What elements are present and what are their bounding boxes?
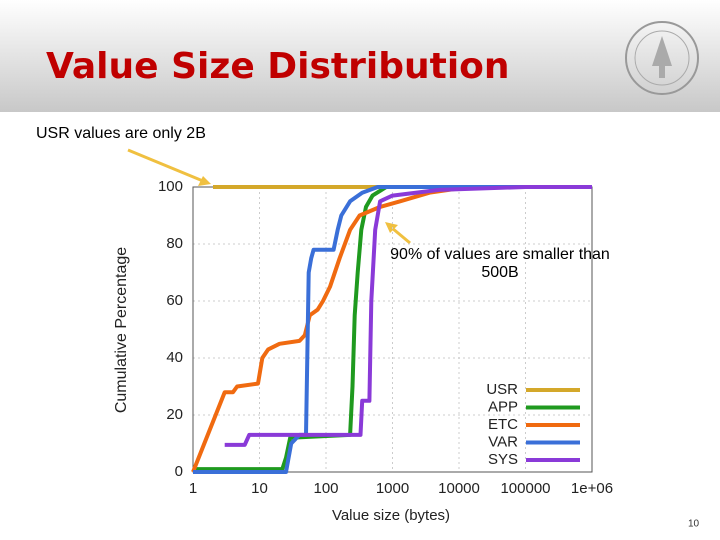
y-axis-label: Cumulative Percentage xyxy=(113,247,130,413)
y-tick-label: 0 xyxy=(175,463,183,480)
arrows xyxy=(127,148,411,245)
series-line xyxy=(191,185,592,473)
series-line xyxy=(193,185,592,474)
x-tick-label: 10 xyxy=(251,480,268,497)
x-axis-label: Value size (bytes) xyxy=(332,507,450,524)
annotation: 90% of values are smaller than 500B xyxy=(390,246,610,281)
x-tick-label: 100 xyxy=(313,480,338,497)
x-tick-label: 1 xyxy=(189,480,197,497)
y-tick-label: 20 xyxy=(166,406,183,423)
slide-title: Value Size Distribution xyxy=(46,46,510,87)
y-tick-label: 80 xyxy=(166,235,183,252)
legend-label: ETC xyxy=(488,416,518,433)
legend-label: APP xyxy=(488,398,518,415)
y-tick-label: 100 xyxy=(158,178,183,195)
page-number: 10 xyxy=(688,519,700,530)
series-line xyxy=(193,185,592,472)
y-tick-label: 40 xyxy=(166,349,183,366)
legend-label: USR xyxy=(486,381,518,398)
x-tick-label: 100000 xyxy=(500,480,550,497)
legend-label: VAR xyxy=(488,433,518,450)
header-band xyxy=(0,0,720,112)
x-tick-label: 1000 xyxy=(376,480,409,497)
x-tick-label: 10000 xyxy=(438,480,480,497)
annotation: USR values are only 2B xyxy=(36,125,206,142)
legend-label: SYS xyxy=(488,451,518,468)
y-tick-label: 60 xyxy=(166,292,183,309)
seal xyxy=(625,21,699,95)
series-line xyxy=(224,185,592,447)
x-tick-label: 1e+06 xyxy=(571,480,613,497)
